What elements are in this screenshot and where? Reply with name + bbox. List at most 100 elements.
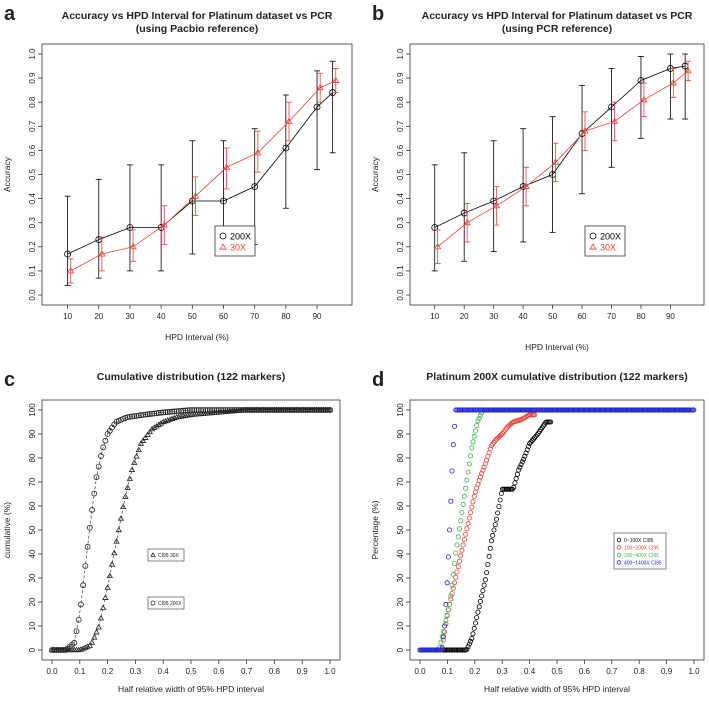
data-point (254, 148, 262, 156)
series-200X (64, 60, 337, 286)
y-tick-label: 0.2 (396, 241, 405, 253)
data-point (280, 407, 287, 413)
x-tick-label: 70 (607, 312, 616, 321)
x-tick-label: 0.3 (497, 667, 509, 676)
data-point (129, 413, 135, 420)
x-tick-label: 0.8 (269, 667, 281, 676)
data-point (100, 444, 107, 451)
data-point (153, 410, 160, 417)
legend-marker (616, 537, 622, 543)
data-point (55, 647, 62, 653)
data-point (115, 526, 122, 533)
data-point (532, 435, 538, 441)
x-axis-label: Half relative width of 95% HPD interval (118, 684, 264, 694)
y-tick-label: 80 (396, 453, 405, 462)
data-point (526, 443, 532, 449)
data-point (443, 601, 449, 607)
data-point (144, 411, 151, 418)
data-point (458, 553, 464, 559)
data-point (80, 582, 87, 589)
legend-marker (616, 560, 622, 565)
data-point (138, 412, 144, 419)
x-tick-label: 0.2 (102, 667, 114, 676)
data-point (67, 267, 75, 274)
data-point (302, 407, 309, 413)
data-point (463, 218, 471, 226)
series-line (67, 92, 333, 255)
legend-marker (150, 600, 156, 606)
data-point (332, 76, 340, 83)
data-point (202, 407, 209, 413)
data-point (264, 407, 271, 413)
panel-label-a: a (4, 3, 16, 25)
x-tick-label: 60 (578, 312, 587, 321)
data-point (262, 407, 269, 413)
data-point (77, 646, 85, 652)
data-point (186, 407, 193, 413)
data-point (459, 510, 465, 516)
data-point (211, 407, 218, 413)
x-tick-label: 0.6 (579, 667, 591, 676)
y-tick-label: 40 (396, 549, 405, 558)
data-point (139, 437, 147, 443)
data-point (111, 549, 118, 556)
legend-label: 200X (600, 232, 621, 242)
data-point (142, 434, 149, 440)
legend-marker (219, 243, 227, 250)
data-point (322, 407, 329, 413)
x-tick-label: 0.7 (241, 667, 253, 676)
data-point (135, 446, 142, 453)
data-point (182, 407, 189, 414)
data-point (444, 612, 450, 618)
data-point (480, 467, 486, 473)
data-point (51, 647, 58, 653)
legend-marker (219, 232, 227, 240)
data-point (160, 221, 168, 228)
data-point (465, 469, 471, 475)
data-point (445, 607, 451, 613)
data-point (466, 641, 472, 647)
data-point (684, 67, 692, 74)
data-point (315, 407, 322, 413)
data-point (440, 628, 446, 634)
plot-frame (409, 43, 705, 306)
data-point (512, 480, 518, 486)
data-point (249, 407, 256, 413)
data-point (224, 407, 231, 413)
data-point (238, 407, 244, 413)
data-point (497, 497, 503, 503)
data-point (162, 417, 169, 424)
series-0~100X CI95 (417, 419, 554, 653)
data-point (465, 644, 471, 650)
legend-label: CI95 30X (158, 553, 180, 559)
data-point (215, 407, 222, 413)
data-point (469, 445, 475, 451)
data-point (491, 527, 497, 533)
data-point (126, 413, 133, 420)
data-point (99, 604, 107, 611)
y-tick-label: 20 (396, 597, 405, 606)
legend-label: 200X (230, 232, 251, 242)
legend-box (147, 596, 185, 610)
series-100~200X CI95 (417, 412, 538, 653)
y-tick-label: 100 (28, 403, 37, 417)
data-point (146, 428, 154, 435)
data-point (287, 407, 293, 413)
data-point (691, 407, 697, 413)
y-tick-label: 0.4 (28, 192, 37, 204)
data-point (113, 538, 120, 544)
data-point (470, 499, 476, 505)
y-tick-label: 10 (396, 621, 405, 630)
x-tick-label: 70 (250, 312, 259, 321)
x-tick-label: 1.0 (688, 667, 700, 676)
series-line (70, 80, 336, 272)
data-point (438, 647, 444, 653)
data-point (178, 407, 184, 414)
chart-title: Accuracy vs HPD Interval for Platinum da… (422, 10, 693, 22)
data-point (164, 417, 171, 423)
panel-b-chart: Accuracy vs HPD Interval for Platinum da… (370, 10, 705, 352)
data-point (191, 407, 198, 413)
data-point (229, 407, 236, 413)
data-point (448, 498, 454, 504)
data-point (148, 425, 156, 432)
